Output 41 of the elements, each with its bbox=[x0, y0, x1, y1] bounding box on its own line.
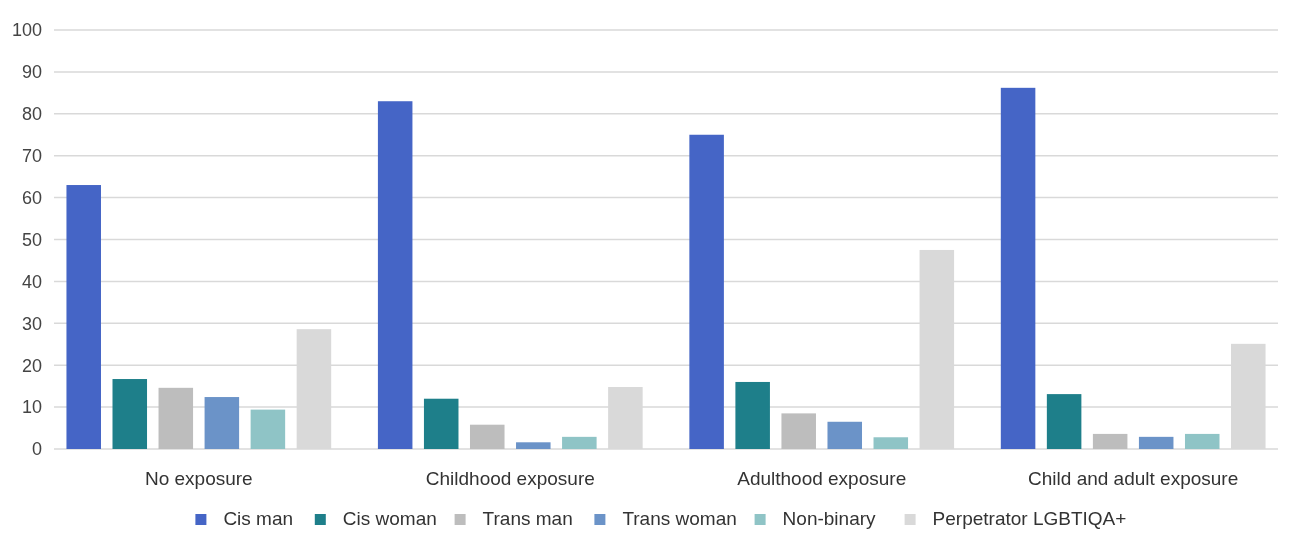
legend-label: Perpetrator LGBTIQA+ bbox=[932, 508, 1127, 529]
y-tick-label: 80 bbox=[21, 104, 42, 125]
bar bbox=[1046, 394, 1082, 449]
y-tick-label: 0 bbox=[31, 439, 42, 460]
bar bbox=[204, 397, 240, 449]
bar bbox=[689, 134, 724, 449]
y-tick-label: 70 bbox=[21, 146, 42, 166]
x-tick-label: No exposure bbox=[144, 468, 253, 489]
bar bbox=[735, 381, 770, 449]
y-tick-label: 100 bbox=[11, 20, 42, 41]
bar bbox=[250, 409, 286, 449]
y-tick-label: 90 bbox=[21, 62, 42, 83]
bar bbox=[158, 387, 194, 449]
bar bbox=[516, 442, 551, 449]
bar bbox=[827, 421, 863, 449]
y-tick-label: 60 bbox=[21, 187, 42, 208]
legend-label: Cis woman bbox=[342, 508, 437, 529]
y-tick-label: 10 bbox=[21, 397, 42, 418]
y-tick-label: 20 bbox=[21, 355, 42, 376]
bar bbox=[1184, 433, 1220, 449]
x-tick-label: Adulthood exposure bbox=[737, 468, 907, 489]
bar bbox=[66, 185, 101, 449]
x-tick-label: Child and adult exposure bbox=[1028, 468, 1239, 489]
bar bbox=[781, 413, 816, 449]
bar bbox=[873, 437, 909, 449]
bar bbox=[562, 436, 597, 449]
legend-label: Trans woman bbox=[622, 508, 737, 529]
y-tick-label: 30 bbox=[21, 313, 42, 334]
bar bbox=[112, 379, 148, 449]
bar bbox=[377, 101, 413, 449]
bar bbox=[469, 424, 505, 449]
bar bbox=[1092, 433, 1128, 449]
x-tick-label: Childhood exposure bbox=[425, 468, 595, 489]
y-tick-label: 40 bbox=[21, 271, 42, 292]
y-tick-label: 50 bbox=[21, 229, 42, 250]
legend-label: Non-binary bbox=[782, 508, 877, 529]
legend-label: Trans man bbox=[482, 508, 573, 529]
legend-label: Cis man bbox=[223, 508, 294, 529]
bar bbox=[423, 398, 459, 449]
bar bbox=[1138, 436, 1174, 449]
bar bbox=[1000, 87, 1036, 449]
